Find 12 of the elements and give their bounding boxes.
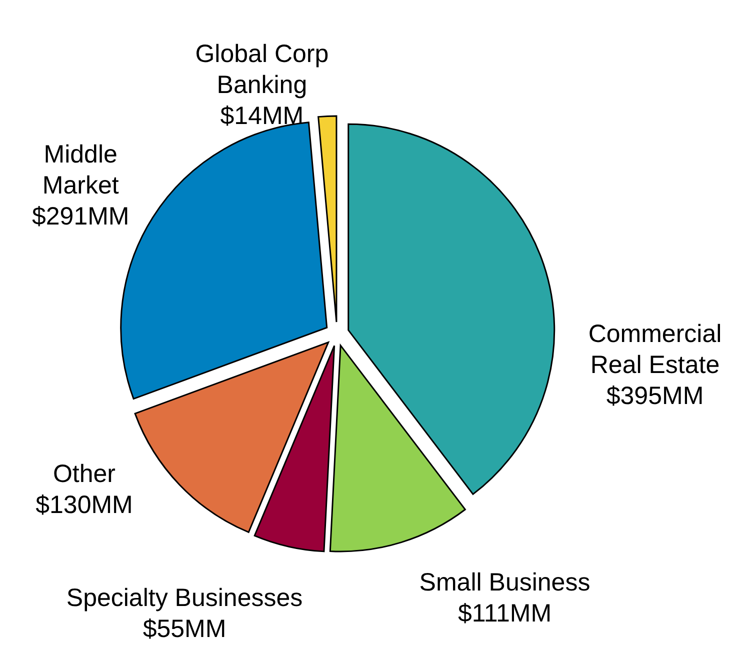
data-label: $395MM xyxy=(606,382,704,410)
data-label: $291MM xyxy=(32,202,130,230)
data-label: $14MM xyxy=(220,102,304,130)
data-label: $111MM xyxy=(458,600,552,628)
data-label: $55MM xyxy=(142,615,226,644)
slice-label: Global Corp Banking xyxy=(195,40,329,99)
slice-label: Specialty Businesses xyxy=(66,584,303,612)
data-label: $130MM xyxy=(36,491,133,520)
slice-label: Small Business xyxy=(419,568,590,597)
slice-label: Other xyxy=(52,460,116,488)
slice-label: Middle Market xyxy=(42,140,119,200)
slice-label: Commercial Real Estate xyxy=(588,320,722,379)
